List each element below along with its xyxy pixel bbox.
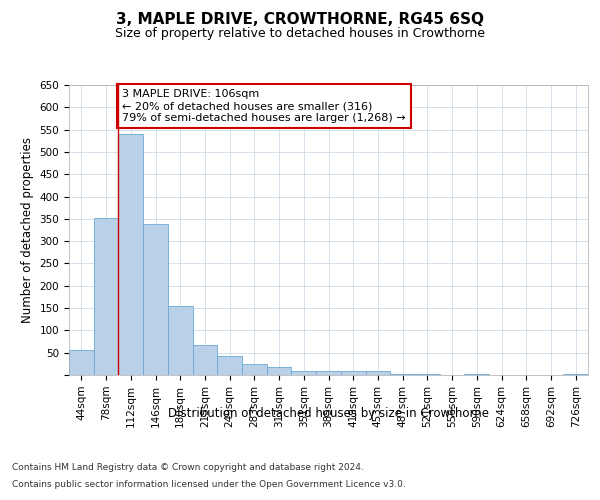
Bar	[94, 218, 118, 375]
Bar	[267, 367, 292, 375]
Text: Size of property relative to detached houses in Crowthorne: Size of property relative to detached ho…	[115, 28, 485, 40]
Bar	[143, 224, 168, 375]
Bar	[168, 306, 193, 375]
Text: 3 MAPLE DRIVE: 106sqm
← 20% of detached houses are smaller (316)
79% of semi-det: 3 MAPLE DRIVE: 106sqm ← 20% of detached …	[122, 90, 406, 122]
Bar	[563, 374, 588, 375]
Bar	[217, 356, 242, 375]
Y-axis label: Number of detached properties: Number of detached properties	[21, 137, 34, 323]
Bar	[193, 345, 217, 375]
Bar	[242, 364, 267, 375]
Bar	[415, 374, 440, 375]
Text: Distribution of detached houses by size in Crowthorne: Distribution of detached houses by size …	[168, 408, 490, 420]
Bar	[69, 350, 94, 375]
Bar	[118, 134, 143, 375]
Text: Contains HM Land Registry data © Crown copyright and database right 2024.: Contains HM Land Registry data © Crown c…	[12, 462, 364, 471]
Bar	[316, 372, 341, 375]
Bar	[341, 372, 365, 375]
Bar	[292, 370, 316, 375]
Bar	[390, 374, 415, 375]
Text: 3, MAPLE DRIVE, CROWTHORNE, RG45 6SQ: 3, MAPLE DRIVE, CROWTHORNE, RG45 6SQ	[116, 12, 484, 28]
Bar	[464, 374, 489, 375]
Text: Contains public sector information licensed under the Open Government Licence v3: Contains public sector information licen…	[12, 480, 406, 489]
Bar	[365, 372, 390, 375]
